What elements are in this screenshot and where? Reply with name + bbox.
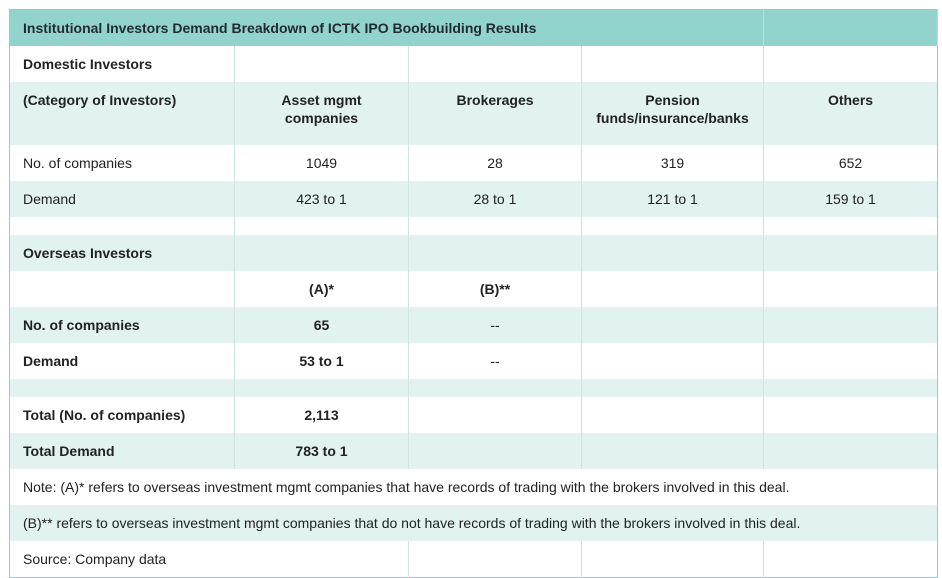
table-cell: 28: [408, 145, 582, 181]
column-header-pension: Pension funds/insurance/banks: [581, 82, 765, 145]
note-a-row: Note: (A)* refers to overseas investment…: [9, 469, 938, 505]
spacer-row: [9, 379, 938, 397]
note-b: (B)** refers to overseas investment mgmt…: [23, 515, 801, 531]
column-header-asset-mgmt: Asset mgmt companies: [234, 82, 409, 145]
row-label: Demand: [9, 343, 235, 379]
ipo-demand-table: Institutional Investors Demand Breakdown…: [9, 9, 939, 578]
row-label: Total Demand: [9, 433, 235, 469]
table-cell: 1049: [234, 145, 409, 181]
overseas-section-label: Overseas Investors: [9, 235, 235, 271]
table-cell: 121 to 1: [581, 181, 765, 217]
note-a: Note: (A)* refers to overseas investment…: [23, 479, 790, 495]
column-header-others: Others: [827, 92, 874, 108]
overseas-header-row: (A)* (B)**: [9, 271, 938, 307]
table-cell: 2,113: [234, 397, 409, 433]
domestic-section-label: Domestic Investors: [9, 46, 235, 82]
overseas-demand-row: Demand 53 to 1 --: [9, 343, 938, 379]
table-cell: 783 to 1: [234, 433, 409, 469]
table-cell: 53 to 1: [234, 343, 409, 379]
domestic-header-row: (Category of Investors) Asset mgmt compa…: [9, 82, 938, 145]
table-cell: --: [408, 343, 582, 379]
ipo-demand-table-container: Institutional Investors Demand Breakdown…: [9, 9, 939, 578]
row-label: No. of companies: [9, 145, 235, 181]
total-demand-row: Total Demand 783 to 1: [9, 433, 938, 469]
category-label: (Category of Investors): [9, 82, 235, 145]
overseas-section-row: Overseas Investors: [9, 235, 938, 271]
domestic-section-row: Domestic Investors: [9, 46, 938, 82]
table-title-row: Institutional Investors Demand Breakdown…: [9, 9, 939, 46]
table-cell: 159 to 1: [825, 191, 876, 207]
overseas-companies-row: No. of companies 65 --: [9, 307, 938, 343]
row-label: Total (No. of companies): [9, 397, 235, 433]
table-cell: 65: [234, 307, 409, 343]
column-header-b: (B)**: [408, 271, 582, 307]
table-cell: 319: [581, 145, 765, 181]
row-label: Demand: [9, 181, 235, 217]
total-companies-row: Total (No. of companies) 2,113: [9, 397, 938, 433]
column-header-brokerages: Brokerages: [408, 82, 582, 145]
source-row: Source: Company data: [9, 541, 938, 578]
spacer-row: [9, 217, 938, 235]
table-cell: 28 to 1: [408, 181, 582, 217]
table-cell: 652: [838, 155, 863, 171]
row-label: No. of companies: [9, 307, 235, 343]
domestic-demand-row: Demand 423 to 1 28 to 1 121 to 1 159 to …: [9, 181, 938, 217]
column-header-a: (A)*: [234, 271, 409, 307]
table-title: Institutional Investors Demand Breakdown…: [9, 9, 765, 46]
source-note: Source: Company data: [9, 541, 409, 578]
note-b-row: (B)** refers to overseas investment mgmt…: [9, 505, 938, 541]
table-cell: --: [408, 307, 582, 343]
domestic-companies-row: No. of companies 1049 28 319 652: [9, 145, 938, 181]
table-cell: 423 to 1: [234, 181, 409, 217]
